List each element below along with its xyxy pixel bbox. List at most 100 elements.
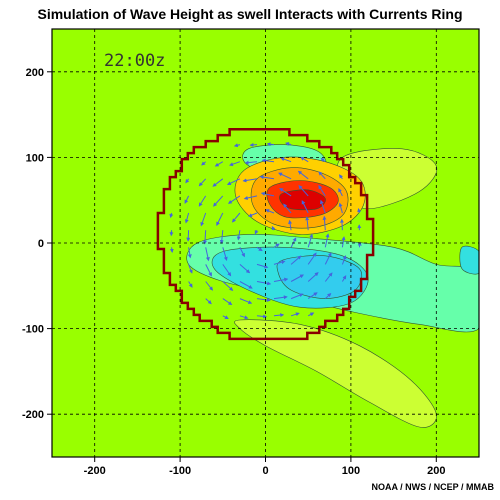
y-tick-label: 100: [26, 152, 44, 164]
current-vector: [298, 185, 309, 197]
current-vector: [273, 277, 289, 282]
current-vector: [198, 195, 207, 207]
tick-layer: -200 -100 0 100 200 200 100 0 -100 -200: [22, 67, 446, 477]
current-vector: [236, 230, 241, 241]
current-vector: [324, 252, 332, 265]
current-vector: [318, 185, 326, 197]
y-tick-label: 0: [38, 238, 44, 250]
current-vector: [242, 178, 258, 183]
grid-layer: [52, 29, 479, 457]
current-vector: [338, 202, 343, 214]
current-vector-layer: [169, 142, 362, 320]
current-vector: [185, 178, 190, 184]
x-tick-label: -100: [169, 465, 191, 477]
current-vector: [341, 255, 347, 265]
current-vector: [239, 315, 249, 320]
current-vector: [301, 200, 309, 214]
current-vector: [307, 252, 317, 265]
current-vector: [222, 315, 229, 319]
current-vector: [271, 225, 276, 231]
current-vector: [254, 229, 259, 235]
current-vector: [338, 188, 343, 197]
x-tick-label: 0: [262, 465, 268, 477]
current-vector: [285, 142, 292, 146]
current-vector: [273, 313, 285, 318]
current-vector: [212, 178, 224, 187]
y-tick-label: -100: [22, 324, 44, 336]
current-vector: [205, 264, 212, 277]
current-vector: [324, 293, 332, 299]
current-vector: [203, 230, 207, 245]
x-tick-label: -200: [84, 465, 106, 477]
contour-east-cyan: [459, 245, 479, 275]
current-vector: [290, 312, 300, 317]
chart-title: Simulation of Wave Height as swell Inter…: [37, 6, 463, 22]
current-vector: [205, 247, 210, 262]
x-tick-label: 200: [427, 465, 445, 477]
current-vector: [339, 218, 344, 231]
current-vector: [256, 263, 269, 269]
current-vector: [219, 230, 224, 245]
current-vector: [320, 157, 326, 163]
current-vector: [200, 212, 207, 227]
current-vector: [341, 275, 347, 282]
current-vector: [222, 298, 233, 306]
current-vector: [205, 298, 212, 305]
current-vector: [305, 216, 310, 231]
current-vector: [198, 178, 207, 187]
current-vector: [239, 264, 251, 274]
current-vector: [222, 247, 228, 261]
current-vector: [273, 295, 288, 300]
current-vector: [307, 292, 318, 300]
current-vector: [205, 281, 214, 291]
current-vector: [290, 255, 302, 265]
current-vector: [324, 233, 330, 248]
current-vector: [239, 247, 245, 258]
current-vector: [229, 161, 241, 167]
current-vector: [339, 174, 343, 180]
current-vector: [307, 233, 314, 248]
current-vector: [307, 312, 315, 317]
current-vector: [283, 203, 292, 214]
current-vector: [341, 236, 346, 248]
x-tick-label: 100: [342, 465, 360, 477]
current-vector: [249, 142, 258, 147]
current-vector: [300, 156, 309, 163]
current-vector: [227, 195, 241, 204]
current-vector: [184, 195, 190, 204]
current-vector: [222, 281, 234, 291]
current-vector: [278, 172, 292, 180]
current-vector: [290, 274, 304, 282]
current-vector: [169, 247, 174, 253]
current-vector: [279, 187, 292, 197]
current-vector: [222, 264, 232, 277]
current-vector: [214, 161, 224, 167]
current-vector: [184, 212, 190, 224]
current-vector: [307, 272, 319, 282]
current-vector: [256, 281, 272, 286]
current-vector: [231, 212, 241, 223]
credit-label: NOAA / NWS / NCEP / MMAB: [371, 482, 494, 492]
current-vector: [256, 314, 268, 319]
current-vector: [239, 298, 253, 304]
y-tick-label: 200: [26, 67, 44, 79]
current-vector: [280, 157, 292, 163]
current-vector: [243, 195, 258, 200]
current-vector: [256, 246, 263, 252]
current-vector: [188, 281, 193, 288]
current-vector: [288, 219, 293, 231]
current-vector: [261, 158, 275, 163]
current-vector: [259, 175, 275, 180]
current-vector: [297, 170, 309, 180]
current-vector: [324, 272, 333, 282]
current-vector: [169, 212, 174, 219]
current-vector: [188, 264, 193, 274]
current-vector: [213, 195, 224, 207]
current-vector: [322, 215, 327, 231]
current-vector: [266, 142, 275, 147]
current-vector: [248, 212, 258, 217]
y-tick-label: -200: [22, 409, 44, 421]
current-vector: [318, 171, 326, 180]
current-vector: [265, 209, 275, 214]
